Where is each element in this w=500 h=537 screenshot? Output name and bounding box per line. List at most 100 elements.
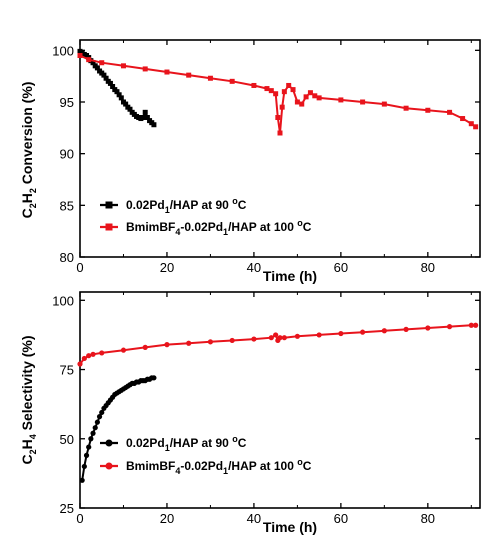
- x-tick-label: 40: [247, 511, 261, 526]
- data-point: [92, 425, 98, 431]
- data-point: [118, 95, 124, 101]
- data-point: [81, 463, 87, 470]
- data-point: [268, 88, 274, 94]
- y-tick-label: 85: [60, 198, 74, 213]
- series-pd1-hap: 0.02Pd1/HAP at 90 oC: [77, 48, 247, 215]
- x-tick-label: 20: [160, 260, 174, 275]
- data-point: [294, 333, 300, 339]
- x-tick-label: 0: [76, 511, 83, 526]
- legend-marker: [105, 201, 113, 209]
- plot-frame: [79, 39, 481, 258]
- data-point: [99, 409, 105, 416]
- data-point: [281, 335, 287, 341]
- data-point: [338, 97, 344, 103]
- data-point: [307, 90, 313, 96]
- x-tick-label: 40: [247, 260, 261, 275]
- data-point: [425, 325, 431, 331]
- data-point: [403, 105, 409, 111]
- data-point: [473, 124, 479, 130]
- data-point: [229, 337, 235, 344]
- data-point: [425, 107, 431, 113]
- data-point: [81, 355, 87, 362]
- data-point: [446, 324, 453, 330]
- data-point: [229, 78, 235, 84]
- chart-panel-2: 0 20 40 60 80 25 50 75 100 Time (h) C2H4 Selectivi…: [19, 291, 481, 535]
- data-point: [447, 109, 453, 115]
- data-point: [277, 130, 283, 136]
- data-point: [277, 335, 283, 341]
- data-point: [460, 116, 466, 122]
- y-tick-label: 25: [60, 501, 74, 516]
- data-point: [381, 101, 387, 107]
- data-point: [186, 72, 192, 78]
- data-point: [94, 65, 100, 71]
- x-tick-label: 60: [334, 260, 348, 275]
- data-point: [90, 60, 96, 66]
- data-point: [251, 336, 257, 342]
- y-axis-title: C2H2 Conversion (%): [19, 82, 38, 219]
- data-point: [279, 104, 285, 110]
- data-point: [142, 344, 148, 350]
- data-point: [103, 75, 109, 81]
- data-point: [316, 95, 322, 101]
- data-point: [77, 361, 83, 367]
- data-point: [275, 115, 281, 120]
- series-line: [79, 54, 477, 134]
- x-tick-label: 80: [421, 260, 435, 275]
- data-point: [120, 347, 127, 353]
- data-point: [381, 328, 387, 334]
- data-point: [473, 322, 479, 328]
- y-tick-label: 90: [60, 147, 74, 162]
- data-point: [264, 86, 270, 92]
- data-point: [151, 375, 157, 381]
- x-tick-label: 80: [421, 511, 435, 526]
- data-point: [316, 332, 322, 338]
- legend-marker: [105, 223, 113, 231]
- data-point: [99, 350, 105, 356]
- data-point: [303, 94, 309, 100]
- data-point: [86, 444, 92, 450]
- chart-panel-1: 0 20 40 60 80 80 85 90 95 100 Time (h) C2H2 Convers…: [19, 39, 481, 284]
- series-pd1-hap: 0.02Pd1/HAP at 90 oC: [79, 375, 247, 483]
- data-point: [86, 353, 92, 359]
- y-tick-label: 95: [60, 95, 74, 110]
- data-point: [273, 91, 279, 97]
- data-point: [403, 326, 409, 332]
- data-point: [116, 92, 122, 98]
- legend-label: BmimBF4-0.02Pd1/HAP at 100 oC: [126, 218, 312, 237]
- data-point: [294, 99, 300, 105]
- data-point: [127, 106, 133, 112]
- data-point: [99, 60, 105, 66]
- data-point: [290, 87, 296, 93]
- data-point: [286, 82, 292, 88]
- data-point: [120, 63, 126, 69]
- x-tick-label: 0: [76, 260, 83, 275]
- plot-frame: [79, 291, 481, 509]
- legend-marker: [105, 462, 113, 470]
- y-tick-label: 100: [52, 293, 74, 308]
- legend-marker: [105, 439, 113, 447]
- data-point: [144, 115, 150, 120]
- data-point: [86, 57, 92, 63]
- data-point: [142, 66, 148, 72]
- data-point: [360, 99, 366, 105]
- data-point: [88, 436, 94, 442]
- data-point: [107, 80, 113, 86]
- y-tick-label: 100: [52, 43, 74, 58]
- data-point: [268, 335, 274, 341]
- y-tick-label: 50: [60, 432, 74, 447]
- data-point: [164, 342, 170, 348]
- data-point: [83, 452, 90, 458]
- x-axis-title: Time (h): [263, 519, 317, 535]
- data-point: [273, 332, 279, 338]
- data-point: [207, 75, 213, 81]
- data-point: [101, 72, 107, 78]
- y-tick-label: 75: [60, 363, 74, 378]
- series-bmimbf4-pd1-hap: BmimBF4-0.02Pd1/HAP at 100 oC: [77, 53, 479, 237]
- data-point: [299, 101, 305, 107]
- x-tick-label: 20: [160, 511, 174, 526]
- data-point: [164, 69, 170, 75]
- y-tick-label: 80: [60, 250, 74, 265]
- data-point: [151, 122, 157, 128]
